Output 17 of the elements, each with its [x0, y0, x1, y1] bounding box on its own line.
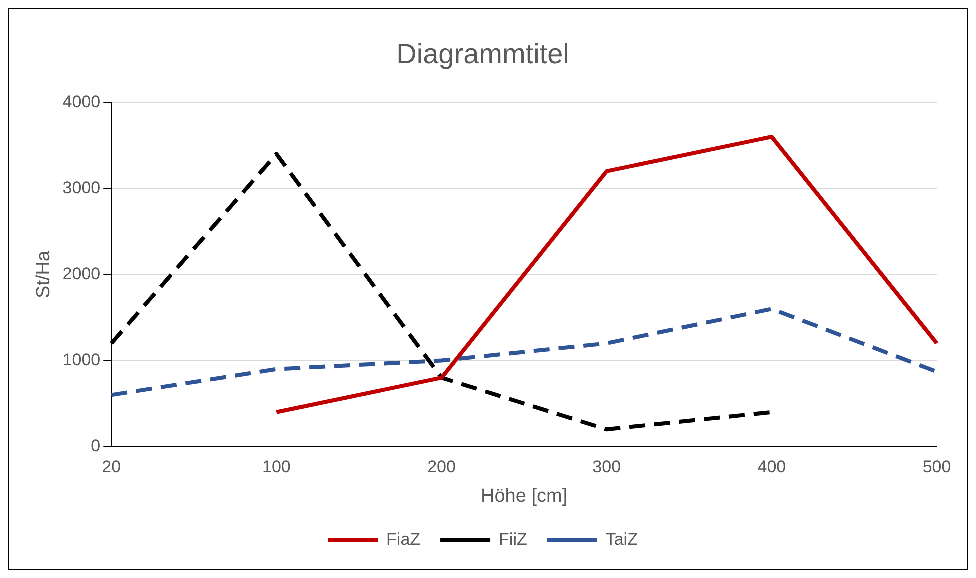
x-tick-label: 400	[758, 458, 786, 477]
x-tick-label: 500	[922, 458, 952, 477]
chart-title: Diagrammtitel	[396, 38, 570, 70]
y-tick-label: 1000	[62, 350, 101, 370]
x-tick-label: 200	[428, 458, 456, 477]
x-axis-title: Höhe [cm]	[481, 486, 568, 507]
y-tick-label: 4000	[62, 92, 101, 112]
y-tick-label: 0	[91, 436, 101, 456]
x-tick-label: 100	[262, 458, 291, 477]
legend-label: FiaZ	[386, 530, 421, 550]
legend-label: FiiZ	[499, 530, 528, 550]
y-axis-title: St/Ha	[34, 250, 55, 298]
legend-label: TaiZ	[606, 530, 638, 550]
y-tick-label: 3000	[62, 178, 101, 198]
x-tick-label: 300	[592, 458, 622, 477]
x-tick-label: 20	[102, 458, 122, 477]
y-tick-label: 2000	[62, 264, 101, 284]
